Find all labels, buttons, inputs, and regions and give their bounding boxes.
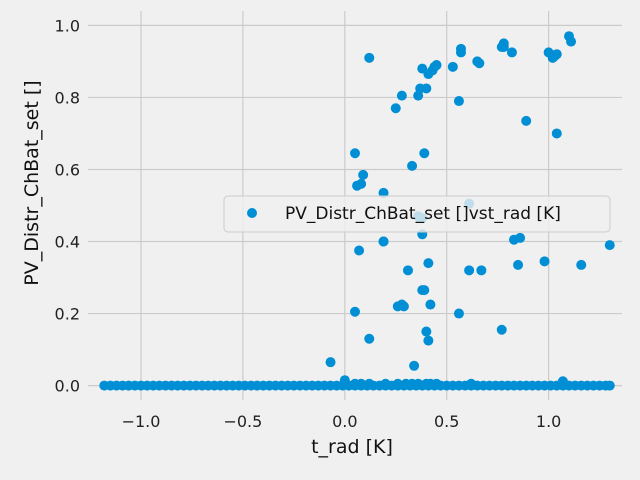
data-point — [566, 36, 577, 47]
x-tick-label: 0.5 — [434, 412, 459, 431]
data-point — [453, 308, 464, 319]
legend-marker — [247, 208, 257, 218]
data-point — [350, 148, 360, 159]
data-point — [466, 378, 477, 389]
data-point — [551, 49, 562, 60]
data-point — [539, 256, 550, 267]
data-point — [356, 378, 367, 389]
data-point — [453, 96, 464, 107]
x-axis-label: t_rad [K] — [311, 436, 393, 458]
data-point — [515, 232, 526, 243]
data-point — [431, 60, 442, 71]
data-point — [604, 380, 615, 391]
y-tick-label: 0.6 — [55, 160, 80, 179]
data-point — [350, 306, 360, 317]
data-point — [476, 265, 487, 276]
data-point — [409, 360, 420, 371]
data-point — [425, 299, 436, 310]
data-point — [423, 335, 434, 346]
data-point — [474, 58, 485, 69]
data-point — [421, 326, 432, 337]
data-point — [496, 324, 507, 335]
data-point — [364, 333, 375, 344]
y-tick-label: 0.2 — [55, 305, 80, 324]
y-tick-label: 0.0 — [55, 377, 80, 396]
data-point — [506, 47, 517, 58]
y-axis-label: PV_Distr_ChBat_set [] — [21, 80, 43, 285]
x-tick-label: −0.5 — [223, 412, 262, 431]
data-point — [417, 285, 428, 296]
data-point — [423, 258, 434, 269]
data-point — [339, 375, 350, 386]
data-point — [551, 128, 562, 139]
data-point — [364, 52, 375, 63]
data-point — [354, 245, 365, 256]
data-point — [447, 61, 458, 72]
y-tick-label: 0.8 — [55, 88, 80, 107]
data-point — [604, 240, 615, 251]
legend: PV_Distr_ChBat_set []vst_rad [K] — [223, 195, 611, 233]
data-point — [419, 148, 430, 159]
data-point — [378, 236, 389, 247]
data-point — [407, 160, 418, 171]
data-point — [413, 378, 424, 389]
data-point — [402, 265, 413, 276]
data-point — [431, 378, 442, 389]
data-point — [390, 103, 401, 114]
legend-series-label: PV_Distr_ChBat_set []vst_rad [K] — [285, 204, 561, 224]
data-point — [392, 378, 403, 389]
data-point — [455, 47, 466, 58]
y-tick-label: 0.4 — [55, 233, 80, 252]
data-point — [356, 178, 367, 189]
data-point — [325, 357, 336, 368]
data-point — [380, 378, 391, 389]
x-tick-label: 0.0 — [332, 412, 357, 431]
data-point — [421, 83, 432, 94]
data-point — [498, 42, 509, 53]
data-point — [396, 90, 407, 101]
data-point — [576, 259, 587, 270]
x-tick-label: −1.0 — [122, 412, 161, 431]
data-points — [99, 31, 615, 391]
data-point — [513, 259, 524, 270]
tick-labels: −1.0 −0.5 0.0 0.5 1.0 0.0 0.2 0.4 0.6 0.8 1.0 — [55, 16, 562, 431]
data-point — [378, 187, 389, 198]
data-point — [396, 299, 407, 310]
data-point — [557, 376, 568, 387]
data-point — [358, 169, 369, 180]
x-tick-label: 1.0 — [536, 412, 561, 431]
y-tick-label: 1.0 — [55, 16, 80, 35]
legend-box — [223, 195, 611, 233]
data-point — [464, 265, 475, 276]
data-point — [521, 115, 532, 126]
data-point — [364, 378, 375, 389]
